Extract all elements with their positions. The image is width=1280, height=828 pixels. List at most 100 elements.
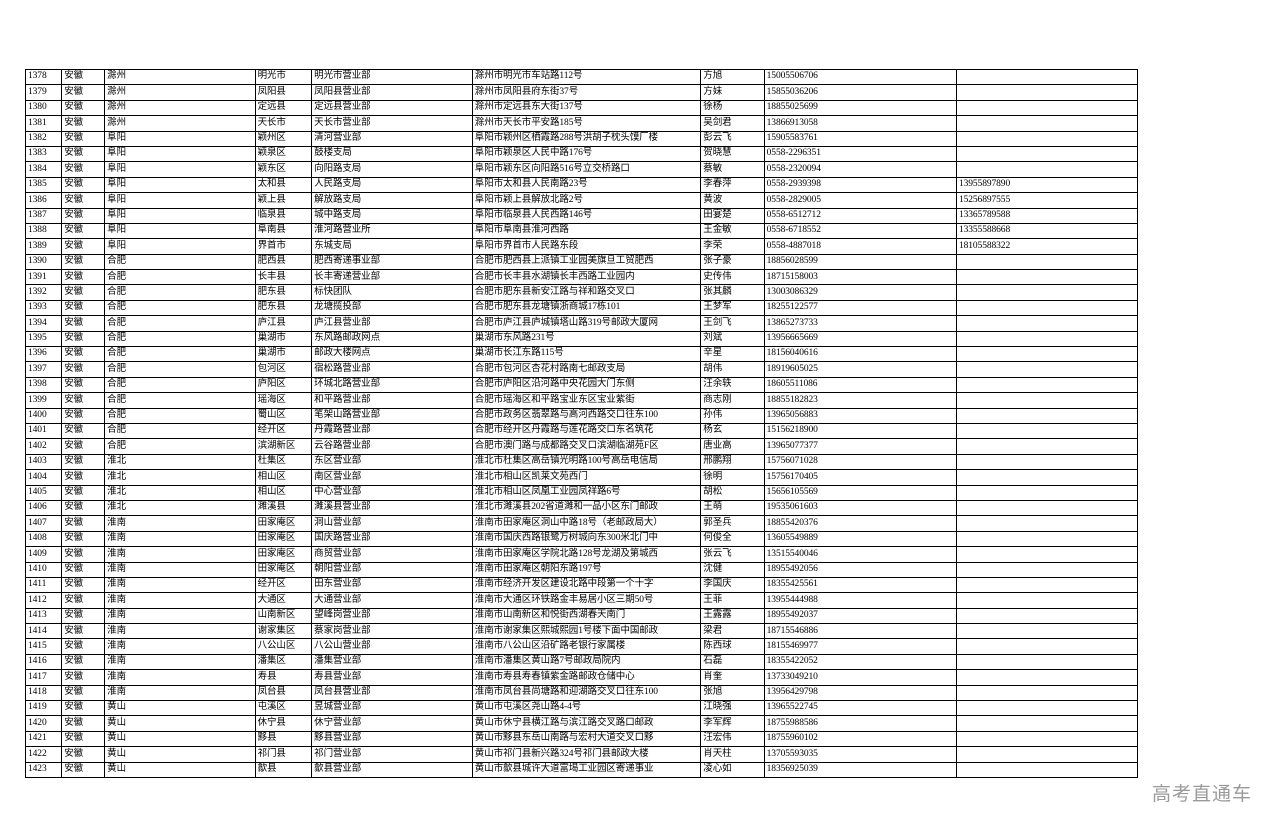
cell-idx[interactable]: 1422 [24,746,63,763]
cell-idx[interactable]: 1382 [24,130,63,147]
cell-phone[interactable]: 13865273733 [763,315,957,332]
cell-dist[interactable]: 颖东区 [254,161,313,178]
cell-phone2[interactable] [955,361,1139,378]
cell-phone[interactable]: 18255122577 [763,299,957,317]
cell-addr[interactable]: 淮南市潘集区黄山路7号邮政局院内 [471,653,702,671]
cell-dist[interactable]: 凤阳县 [254,84,313,101]
cell-phone2[interactable] [955,484,1139,501]
cell-prov[interactable]: 安徽 [61,700,106,717]
cell-idx[interactable]: 1393 [24,299,63,317]
cell-prov[interactable]: 安徽 [61,346,106,363]
cell-prov[interactable]: 安徽 [61,176,106,194]
cell-idx[interactable]: 1388 [24,222,63,240]
cell-phone2[interactable] [955,576,1139,594]
cell-addr[interactable]: 阜阳市颖上县解放北路2号 [471,192,702,209]
cell-phone2[interactable] [955,515,1139,532]
cell-name[interactable]: 胡松 [700,484,765,501]
cell-name[interactable]: 杨玄 [700,422,765,440]
cell-dist[interactable]: 歙县 [254,761,313,778]
cell-idx[interactable]: 1409 [24,546,63,563]
cell-city[interactable]: 淮南 [104,576,256,594]
cell-prov[interactable]: 安徽 [61,623,106,640]
table-row[interactable]: 1422 安徽 黄山 祁门县 祁门营业部 黄山市祁门县新兴路324号祁门县邮政大楼 肖天柱 1… [24,746,1139,763]
cell-prov[interactable]: 安徽 [61,84,106,101]
cell-branch[interactable]: 鼓楼支局 [311,145,473,163]
cell-idx[interactable]: 1400 [24,407,63,424]
cell-phone2[interactable] [955,346,1139,363]
cell-name[interactable]: 王剑飞 [700,315,765,332]
cell-name[interactable]: 辛星 [700,346,765,363]
cell-phone2[interactable] [955,715,1139,732]
cell-addr[interactable]: 合肥市包河区杏花村路南七邮政支局 [471,361,702,378]
cell-dist[interactable]: 滨湖新区 [254,438,313,455]
cell-city[interactable]: 淮北 [104,469,256,486]
cell-branch[interactable]: 肥西寄递事业部 [311,253,473,271]
cell-phone[interactable]: 15756071028 [763,453,957,471]
cell-name[interactable]: 李军辉 [700,715,765,732]
cell-idx[interactable]: 1415 [24,638,63,655]
cell-name[interactable]: 贺晓慧 [700,145,765,163]
table-row[interactable]: 1418 安徽 淮南 凤台县 凤台县营业部 淮南市凤台县尚塘路和迎湖路交叉口往东100 张旭… [24,684,1139,702]
cell-phone2[interactable] [955,438,1139,455]
cell-addr[interactable]: 巢湖市长江东路115号 [471,346,702,363]
cell-prov[interactable]: 安徽 [61,269,106,286]
cell-addr[interactable]: 合肥市长丰县水湖镇长丰西路工业园内 [471,269,702,286]
cell-prov[interactable]: 安徽 [61,684,106,702]
cell-phone[interactable]: 18715158003 [763,269,957,286]
cell-phone2[interactable] [955,561,1139,578]
cell-dist[interactable]: 山南新区 [254,607,313,625]
cell-branch[interactable]: 人民路支局 [311,176,473,194]
cell-dist[interactable]: 巢湖市 [254,346,313,363]
cell-name[interactable]: 彭云飞 [700,130,765,147]
cell-phone[interactable]: 18605511086 [763,376,957,394]
cell-city[interactable]: 淮南 [104,607,256,625]
cell-name[interactable]: 江晓强 [700,700,765,717]
cell-dist[interactable]: 颖上县 [254,192,313,209]
cell-idx[interactable]: 1407 [24,515,63,532]
cell-addr[interactable]: 合肥市澳门路与成都路交叉口滨湖临湖苑F区 [471,438,702,455]
cell-city[interactable]: 黄山 [104,715,256,732]
cell-idx[interactable]: 1419 [24,700,63,717]
cell-name[interactable]: 张子豪 [700,253,765,271]
cell-prov[interactable]: 安徽 [61,730,106,748]
table-row[interactable]: 1390 安徽 合肥 肥西县 肥西寄递事业部 合肥市肥西县上派镇工业园美旗旦工贸肥西 张子豪… [24,253,1139,271]
cell-phone[interactable]: 0558-2320094 [763,161,957,178]
cell-addr[interactable]: 合肥市肥东县龙塘镇浙商城17栋101 [471,299,702,317]
cell-dist[interactable]: 天长市 [254,115,313,132]
cell-phone2[interactable] [955,68,1139,86]
cell-dist[interactable]: 界首市 [254,238,313,255]
cell-phone2[interactable] [955,330,1139,348]
cell-dist[interactable]: 经开区 [254,576,313,594]
cell-phone[interactable]: 18355425561 [763,576,957,594]
cell-idx[interactable]: 1390 [24,253,63,271]
cell-branch[interactable]: 城中路支局 [311,207,473,224]
cell-phone2[interactable] [955,623,1139,640]
cell-branch[interactable]: 解放路支局 [311,192,473,209]
cell-prov[interactable]: 安徽 [61,515,106,532]
table-row[interactable]: 1382 安徽 阜阳 颖州区 清河营业部 阜阳市颖州区栖霞路288号洪胡子枕头馍厂楼 彭云飞… [24,130,1139,147]
cell-phone2[interactable]: 13955897890 [955,176,1139,194]
cell-dist[interactable]: 庐阳区 [254,376,313,394]
cell-dist[interactable]: 临泉县 [254,207,313,224]
cell-branch[interactable]: 东区营业部 [311,453,473,471]
cell-idx[interactable]: 1414 [24,623,63,640]
table-row[interactable]: 1391 安徽 合肥 长丰县 长丰寄递营业部 合肥市长丰县水湖镇长丰西路工业园内 史传伟 18… [24,269,1139,286]
cell-city[interactable]: 阜阳 [104,222,256,240]
cell-phone2[interactable] [955,253,1139,271]
cell-dist[interactable]: 八公山区 [254,638,313,655]
cell-prov[interactable]: 安徽 [61,546,106,563]
cell-branch[interactable]: 明光市营业部 [311,68,473,86]
cell-name[interactable]: 唐业高 [700,438,765,455]
cell-phone[interactable]: 15005506706 [763,68,957,86]
cell-idx[interactable]: 1411 [24,576,63,594]
cell-name[interactable]: 张其麟 [700,284,765,301]
cell-city[interactable]: 滁州 [104,115,256,132]
cell-idx[interactable]: 1379 [24,84,63,101]
table-row[interactable]: 1386 安徽 阜阳 颖上县 解放路支局 阜阳市颖上县解放北路2号 黄波 0558-28290… [24,192,1139,209]
cell-phone[interactable]: 13003086329 [763,284,957,301]
cell-phone[interactable]: 18855182823 [763,392,957,409]
cell-phone[interactable]: 15156218900 [763,422,957,440]
cell-name[interactable]: 凌心如 [700,761,765,778]
cell-addr[interactable]: 滁州市凤阳县府东街37号 [471,84,702,101]
cell-addr[interactable]: 淮北市濉溪县202省道濉和一品小区东门邮政 [471,499,702,517]
